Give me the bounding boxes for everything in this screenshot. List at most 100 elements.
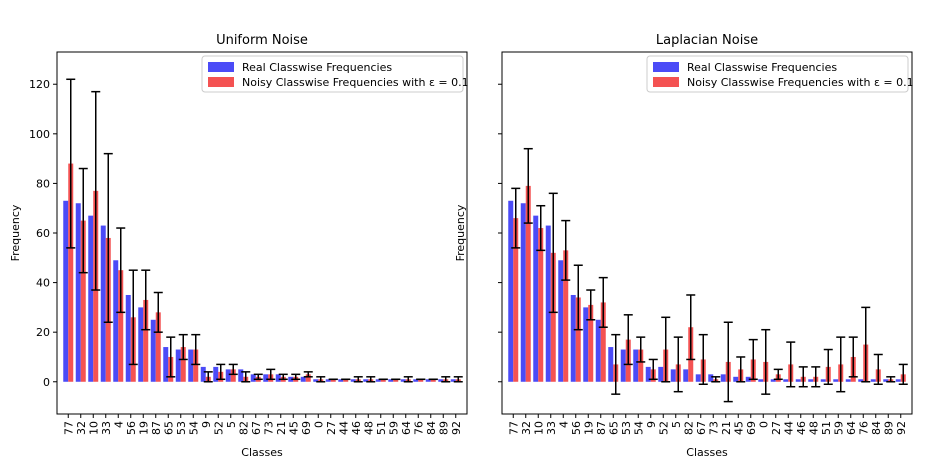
noisy-frequency-bar	[230, 369, 236, 382]
real-frequency-bar	[263, 374, 269, 382]
x-tick-label: 82	[237, 421, 250, 435]
x-tick-label: 64	[845, 421, 858, 435]
real-frequency-bar	[620, 349, 626, 382]
real-frequency-bar	[833, 379, 839, 382]
x-tick-label: 89	[437, 421, 450, 435]
x-tick-label: 21	[275, 421, 288, 435]
x-tick-label: 77	[507, 421, 520, 435]
real-frequency-bar	[558, 260, 564, 382]
legend-label: Real Classwise Frequencies	[242, 61, 392, 74]
real-frequency-bar	[200, 366, 206, 382]
x-tick-label: 27	[770, 421, 783, 435]
real-frequency-bar	[450, 379, 456, 382]
real-frequency-bar	[213, 366, 219, 382]
chart-title: Laplacian Noise	[656, 33, 758, 48]
x-tick-label: 33	[545, 421, 558, 435]
legend-label: Noisy Classwise Frequencies with ε = 0.1	[687, 76, 914, 89]
real-frequency-bar	[300, 376, 306, 382]
y-tick-label: 20	[36, 326, 50, 339]
x-tick-label: 84	[870, 421, 883, 435]
noisy-frequency-bar	[68, 163, 74, 382]
x-axis-label: Classes	[686, 446, 728, 459]
real-frequency-bar	[858, 379, 864, 382]
x-tick-label: 44	[337, 421, 350, 435]
real-frequency-bar	[438, 379, 444, 382]
legend-swatch	[208, 62, 234, 72]
real-frequency-bar	[125, 294, 131, 382]
legend-label: Noisy Classwise Frequencies with ε = 0.1	[242, 76, 469, 89]
x-tick-label: 0	[312, 421, 325, 428]
real-frequency-bar	[895, 379, 901, 382]
real-frequency-bar	[795, 379, 801, 382]
x-tick-label: 64	[400, 421, 413, 435]
noisy-frequency-bar	[513, 218, 519, 382]
noisy-frequency-bar	[343, 379, 349, 382]
real-frequency-bar	[225, 369, 231, 382]
y-tick-label: 0	[43, 376, 50, 389]
y-tick-label: 40	[36, 277, 50, 290]
noisy-frequency-bar	[180, 347, 186, 382]
noisy-frequency-bar	[638, 349, 644, 382]
real-frequency-bar	[425, 379, 431, 382]
y-tick-label: 100	[29, 128, 50, 141]
real-frequency-bar	[683, 369, 689, 382]
real-frequency-bar	[645, 366, 651, 382]
x-tick-label: 89	[882, 421, 895, 435]
real-frequency-bar	[100, 225, 106, 382]
x-tick-label: 45	[287, 421, 300, 435]
real-frequency-bar	[63, 200, 69, 382]
x-tick-label: 76	[412, 421, 425, 435]
real-frequency-bar	[808, 379, 814, 382]
x-tick-label: 45	[732, 421, 745, 435]
real-frequency-bar	[88, 215, 94, 382]
x-tick-label: 76	[857, 421, 870, 435]
x-tick-label: 52	[212, 421, 225, 435]
legend-box	[201, 55, 464, 93]
x-tick-label: 33	[100, 421, 113, 435]
x-tick-label: 77	[62, 421, 75, 435]
noisy-frequency-bar	[80, 220, 86, 382]
y-axis-label: Frequency	[9, 204, 22, 261]
noisy-frequency-bar	[330, 379, 336, 382]
real-frequency-bar	[608, 347, 614, 382]
noisy-frequency-bar	[155, 312, 161, 382]
x-tick-label: 48	[362, 421, 375, 435]
x-tick-label: 82	[682, 421, 695, 435]
x-tick-label: 65	[162, 421, 175, 435]
x-tick-label: 32	[520, 421, 533, 435]
noisy-frequency-bar	[575, 297, 581, 382]
real-frequency-bar	[75, 203, 81, 382]
legend-swatch	[653, 77, 679, 87]
x-tick-label: 51	[820, 421, 833, 435]
real-frequency-bar	[413, 379, 419, 382]
real-frequency-bar	[845, 379, 851, 382]
x-tick-label: 10	[87, 421, 100, 435]
noisy-frequency-bar	[430, 379, 436, 382]
x-tick-label: 27	[325, 421, 338, 435]
real-frequency-bar	[163, 347, 169, 382]
y-tick-label: 60	[36, 227, 50, 240]
x-tick-label: 65	[607, 421, 620, 435]
real-frequency-bar	[350, 379, 356, 382]
x-tick-label: 87	[595, 421, 608, 435]
real-frequency-bar	[695, 374, 701, 382]
x-tick-label: 87	[150, 421, 163, 435]
x-tick-label: 10	[532, 421, 545, 435]
real-frequency-bar	[633, 349, 639, 382]
x-tick-label: 46	[350, 421, 363, 435]
y-tick-label: 80	[36, 177, 50, 190]
x-tick-label: 4	[112, 421, 125, 428]
real-frequency-bar	[338, 379, 344, 382]
real-frequency-bar	[595, 319, 601, 382]
x-tick-label: 92	[895, 421, 908, 435]
real-frequency-bar	[250, 374, 256, 382]
x-tick-label: 69	[745, 421, 758, 435]
real-frequency-bar	[175, 349, 181, 382]
real-frequency-bar	[188, 349, 194, 382]
real-frequency-bar	[520, 203, 526, 382]
real-frequency-bar	[570, 294, 576, 382]
x-tick-label: 73	[262, 421, 275, 435]
x-tick-label: 59	[832, 421, 845, 435]
noisy-frequency-bar	[393, 379, 399, 382]
